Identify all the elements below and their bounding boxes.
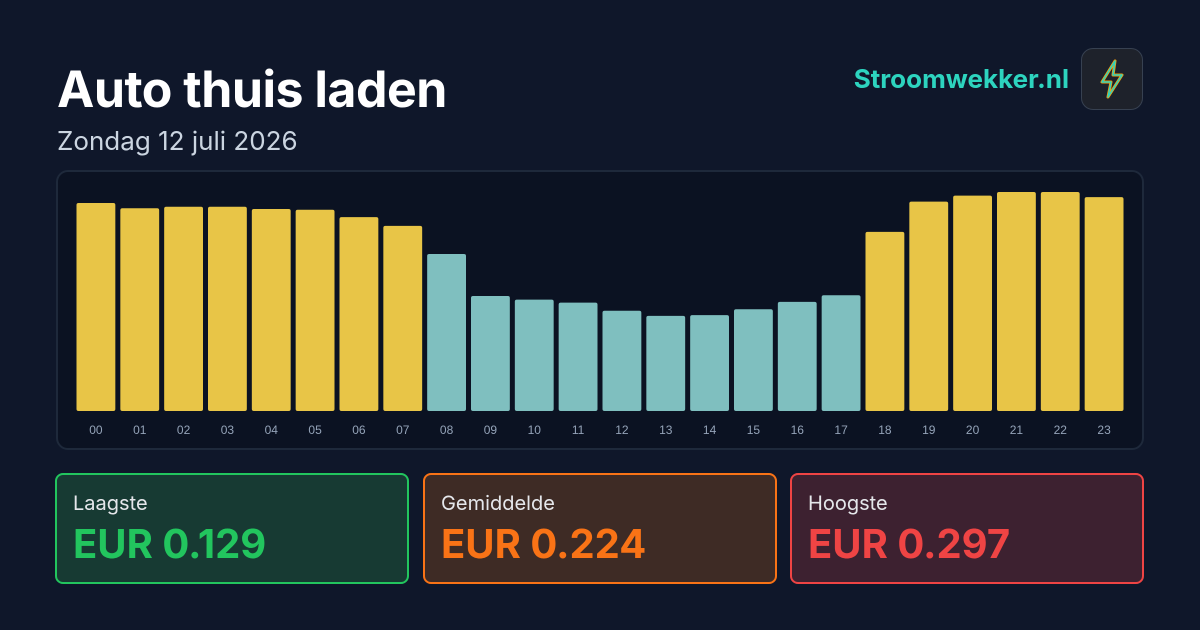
bar [339, 217, 379, 411]
stat-label: Hoogste [808, 491, 888, 515]
x-tick-label: 03 [221, 423, 235, 437]
bar [997, 192, 1036, 411]
bar [383, 225, 423, 411]
x-tick-label: 14 [703, 423, 717, 437]
x-tick-label: 05 [308, 423, 322, 437]
x-tick-label: 02 [177, 423, 191, 437]
bar [646, 315, 686, 411]
x-tick-label: 16 [791, 423, 805, 437]
x-tick-label: 17 [834, 423, 848, 437]
stat-card: Hoogste EUR 0.297 [790, 473, 1144, 584]
subtitle: Zondag 12 juli 2026 [57, 126, 298, 157]
bar [120, 208, 160, 411]
bar [76, 203, 116, 411]
x-tick-label: 22 [1054, 423, 1068, 437]
logo-icon [1081, 48, 1143, 110]
bar [953, 195, 992, 411]
stat-label: Laagste [73, 491, 148, 515]
stat-card: Laagste EUR 0.129 [55, 473, 409, 584]
x-tick-label: 06 [352, 423, 366, 437]
bar [471, 295, 510, 411]
x-tick-label: 21 [1010, 423, 1024, 437]
bar [865, 231, 905, 411]
x-tick-label: 10 [528, 423, 542, 437]
x-tick-label: 20 [966, 423, 980, 437]
bar [208, 206, 247, 411]
stat-value: EUR 0.297 [808, 519, 1011, 568]
bolt [1100, 59, 1124, 99]
stat-value: EUR 0.129 [73, 519, 267, 568]
x-tick-label: 11 [572, 423, 585, 437]
bar [690, 315, 729, 411]
bar [558, 302, 598, 411]
stat-card: Gemiddelde EUR 0.224 [423, 473, 777, 584]
x-tick-label: 09 [484, 423, 498, 437]
bar [514, 299, 554, 411]
x-tick-label: 23 [1097, 423, 1111, 437]
x-tick-label: 18 [878, 423, 892, 437]
bar [777, 301, 817, 411]
bar [909, 201, 949, 411]
x-tick-label: 19 [922, 423, 936, 437]
title: Auto thuis laden [57, 60, 447, 120]
x-tick-label: 07 [396, 423, 410, 437]
x-tick-label: 13 [659, 423, 673, 437]
bar [1040, 192, 1080, 411]
bar [1084, 197, 1124, 411]
bar [427, 253, 466, 411]
bar [164, 206, 203, 411]
bar [295, 209, 335, 411]
brand: Stroomwekker.nl [853, 64, 1069, 95]
x-tick-label: 12 [615, 423, 629, 437]
bar [251, 208, 291, 411]
bar [602, 310, 642, 411]
x-tick-label: 04 [265, 423, 279, 437]
bar [734, 309, 773, 411]
x-tick-label: 15 [747, 423, 761, 437]
x-tick-label: 08 [440, 423, 454, 437]
stat-label: Gemiddelde [441, 491, 555, 515]
x-tick-label: 01 [133, 423, 147, 437]
bar [821, 295, 861, 411]
x-tick-label: 00 [89, 423, 103, 437]
stat-value: EUR 0.224 [441, 519, 647, 568]
